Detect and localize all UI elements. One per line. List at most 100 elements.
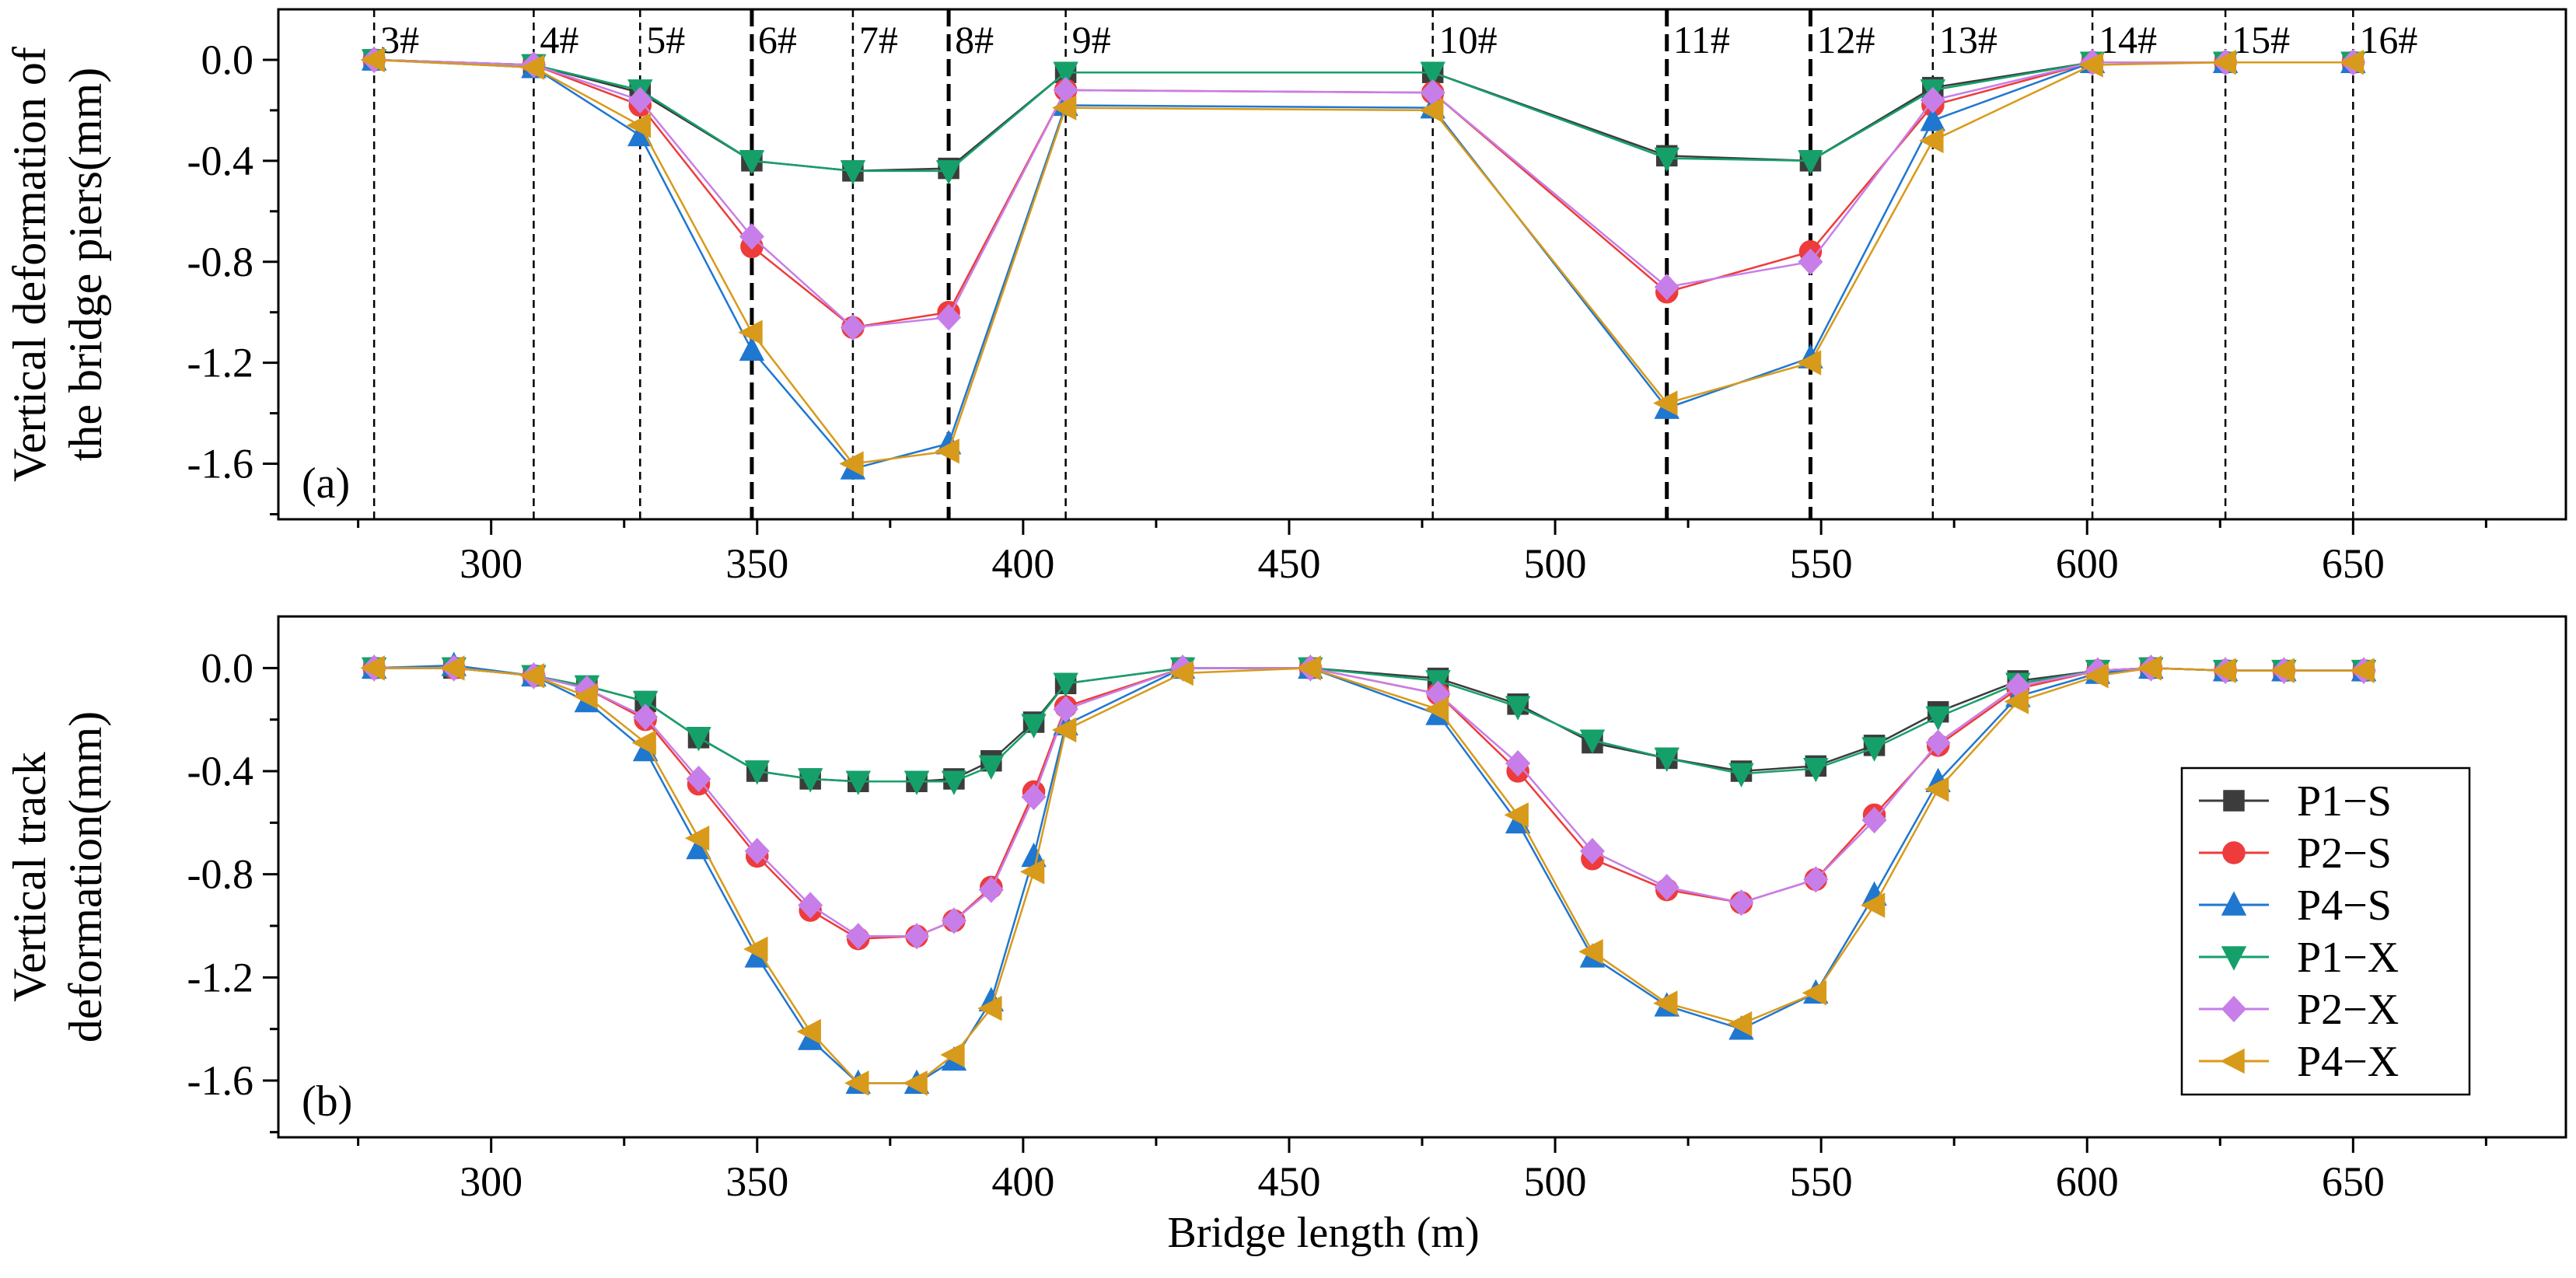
point-p4-x — [1802, 980, 1827, 1006]
x-tick-label: 350 — [725, 540, 788, 587]
x-tick-label: 650 — [2322, 1158, 2385, 1205]
point-p2-x — [686, 765, 711, 793]
point-p4-x — [743, 936, 768, 962]
point-p4-x — [631, 730, 656, 756]
point-p4-x — [440, 655, 465, 681]
legend-marker-p1-x — [2221, 946, 2247, 971]
pier-label-9: 9# — [1072, 18, 1111, 61]
y-axis-title-line: Vertical deformation of — [4, 47, 55, 482]
series-line-p4-s — [374, 58, 2354, 470]
pier-label-3: 3# — [380, 18, 419, 61]
y-tick-label: -0.8 — [187, 239, 253, 285]
pier-label-12: 12# — [1816, 18, 1875, 61]
point-p1-x — [686, 727, 711, 752]
point-p1-x — [1579, 729, 1606, 754]
point-p4-x — [2339, 49, 2365, 75]
pier-label-4: 4# — [540, 18, 578, 61]
y-tick-label: -1.2 — [187, 954, 253, 1000]
point-p4-x — [519, 663, 545, 689]
point-p1-x — [941, 770, 967, 795]
point-p1-x — [1053, 672, 1078, 697]
x-tick-label: 300 — [460, 540, 523, 587]
pier-label-13: 13# — [1939, 18, 1998, 61]
panel-a-vertical-deformation-of-piers: 3# 4# 5# 6# 7# 8# 9# 10# 11# 12# 13# 14# 15# 16# 300 35… — [4, 8, 2567, 587]
legend-label-p1-s: P1−S — [2297, 777, 2392, 826]
y-axis-title: Vertical deformation of the bridge piers(… — [4, 47, 111, 482]
point-p4-x — [684, 826, 710, 851]
point-p4-x — [1860, 892, 1886, 918]
pier-label-11: 11# — [1673, 18, 1730, 61]
legend-label-p2-s: P2−S — [2297, 829, 2392, 878]
pier-label-6: 6# — [758, 18, 797, 61]
point-p4-x — [1653, 990, 1678, 1016]
point-p4-x — [1296, 655, 1322, 681]
point-p4-x — [844, 1070, 869, 1096]
point-p4-x — [360, 47, 385, 73]
x-tick-label: 600 — [2056, 540, 2119, 587]
y-axis-title: Vertical track deformation(mm) — [4, 711, 111, 1043]
y-tick-label: -0.4 — [187, 748, 253, 794]
x-tick-label: 450 — [1257, 540, 1320, 587]
point-p1-x — [1798, 150, 1823, 175]
point-p1-x — [1053, 61, 1078, 86]
x-tick-label: 400 — [991, 540, 1054, 587]
series-line-p4-s — [374, 664, 2365, 1084]
point-p1-x — [1654, 147, 1679, 173]
legend-label-p4-x: P4−X — [2297, 1038, 2399, 1086]
legend-label-p2-x: P2−X — [2297, 986, 2399, 1034]
point-p4-x — [2211, 658, 2236, 683]
point-p4-x — [1578, 938, 1603, 965]
point-p1-x — [1420, 61, 1445, 86]
point-p2-x — [904, 923, 930, 950]
x-tick-label: 450 — [1257, 1158, 1320, 1205]
point-p2-x — [1798, 248, 1823, 275]
point-p4-x — [738, 320, 763, 345]
point-p2-x — [798, 892, 823, 919]
pier-label-7: 7# — [859, 18, 898, 61]
point-p1-x — [1021, 714, 1047, 739]
point-p4-x — [1653, 390, 1678, 416]
legend-marker-p4-s — [2221, 891, 2247, 916]
point-p2-x — [1053, 696, 1078, 723]
point-p1-x — [904, 770, 930, 795]
panel-label: (b) — [302, 1077, 352, 1126]
point-p1-x — [744, 760, 770, 785]
y-tick-label: -1.2 — [187, 340, 253, 386]
point-p2-x — [840, 314, 865, 341]
series-line-p2-x — [374, 667, 2365, 938]
x-tick-label: 350 — [725, 1158, 788, 1205]
point-p1-x — [1505, 696, 1531, 721]
point-p4-x — [1019, 859, 1045, 885]
point-p2-x — [1654, 274, 1679, 301]
y-tick-label: 0.0 — [201, 644, 254, 691]
point-p2-x — [1579, 837, 1605, 864]
panel-label: (a) — [302, 459, 350, 508]
series-line-p4-x — [374, 667, 2365, 1084]
x-tick-label: 550 — [1790, 540, 1853, 587]
point-p4-x — [360, 655, 385, 681]
point-p2-x — [1505, 749, 1531, 777]
point-p4-x — [2270, 658, 2295, 683]
point-p2-x — [978, 876, 1004, 903]
x-tick-label: 500 — [1524, 1158, 1587, 1205]
point-p2-x — [936, 304, 962, 331]
pier-label-5: 5# — [646, 18, 685, 61]
panel-b-vertical-track-deformation: 300 350 400 450 500 550 600 650 0.0 -0.4 -0.8 -1.2 -… — [4, 615, 2567, 1205]
point-p4-x — [977, 995, 1002, 1021]
point-p4-x — [1924, 776, 1949, 802]
point-p1-x — [1728, 763, 1754, 787]
point-p4-x — [1727, 1011, 1753, 1037]
point-p1-x — [1925, 706, 1951, 731]
point-p4-x — [1051, 717, 1077, 743]
point-p1-x — [632, 690, 659, 716]
point-p2-x — [1728, 889, 1754, 917]
point-p2-x — [1861, 806, 1887, 834]
point-p1-x — [797, 768, 823, 793]
legend-marker-p1-s — [2223, 790, 2245, 812]
point-p4-x — [1051, 95, 1077, 120]
y-tick-label: -1.6 — [187, 1057, 253, 1104]
point-p1-x — [1861, 737, 1887, 762]
point-p4-x — [903, 1070, 928, 1096]
y-axis-title-line: deformation(mm) — [60, 711, 111, 1043]
